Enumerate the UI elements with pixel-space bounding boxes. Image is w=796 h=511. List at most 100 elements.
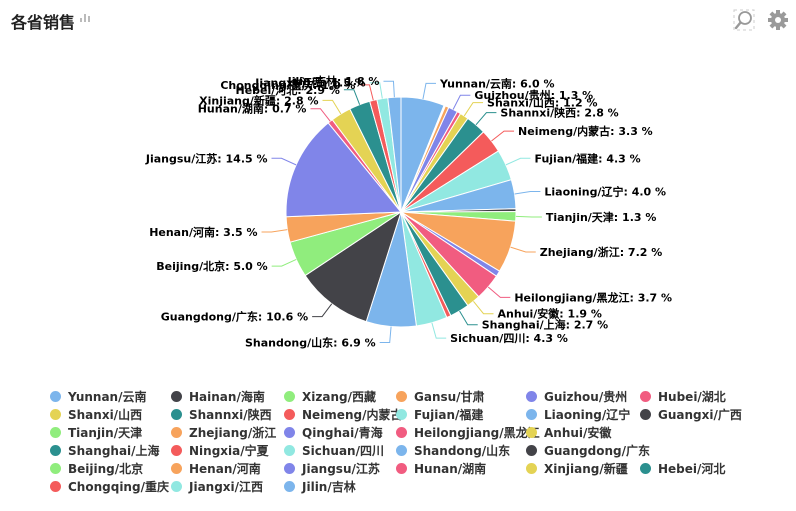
data-label-fujian: Fujian/福建: 4.3 %	[534, 151, 640, 165]
legend-marker	[50, 463, 61, 474]
label-connector-beijing	[271, 259, 297, 267]
label-connector-shanxi	[463, 102, 484, 117]
label-connector-shandong	[379, 326, 392, 344]
data-label-shandong: Shandong/山东: 6.9 %	[245, 336, 376, 350]
legend-marker	[396, 463, 407, 474]
legend-row: Shanghai/上海 Ningxia/宁夏 Sichuan/四川 Shandong/…	[50, 442, 790, 460]
data-label-jiangsu: Jiangsu/江苏: 14.5 %	[145, 151, 268, 165]
data-label-tianjin: Tianjin/天津: 1.3 %	[546, 210, 656, 224]
legend-label: Zhejiang/浙江	[189, 426, 277, 440]
legend-marker	[50, 409, 61, 420]
legend-label: Qinghai/青海	[302, 426, 383, 440]
legend-label: Guangdong/广东	[544, 444, 650, 458]
data-label-neimeng: Neimeng/内蒙古: 3.3 %	[518, 124, 653, 138]
data-label-shannxi: Shannxi/陕西: 2.8 %	[500, 106, 618, 120]
legend-label: Neimeng/内蒙古	[302, 408, 403, 422]
data-label-sichuan: Sichuan/四川: 4.3 %	[450, 332, 568, 345]
legend-marker	[284, 481, 295, 492]
label-connector-fujian	[505, 157, 531, 166]
data-label-shanxi: Shanxi/山西: 1.2 %	[487, 96, 597, 110]
label-connector-tianjin	[515, 215, 542, 218]
legend-marker	[50, 427, 61, 438]
legend-label: Shanxi/山西	[68, 408, 143, 422]
legend-label: Ningxia/宁夏	[189, 444, 269, 458]
data-label-jilin: Jilin/吉林: 1.8 %	[287, 74, 380, 88]
legend-label: Hubei/湖北	[658, 390, 726, 404]
data-label-shanghai: Shanghai/上海: 2.7 %	[482, 318, 609, 332]
legend-row: Shanxi/山西 Shannxi/陕西 Neimeng/内蒙古 Fujian/福建 L…	[50, 406, 790, 424]
legend-marker	[640, 391, 651, 402]
data-label-zhejiang: Zhejiang/浙江: 7.2 %	[540, 245, 663, 259]
label-connector-guizhou	[452, 94, 471, 110]
legend-marker	[284, 445, 295, 456]
legend-label: Yunnan/云南	[68, 390, 147, 404]
gear-icon[interactable]	[767, 9, 789, 31]
legend-marker	[50, 445, 61, 456]
legend-label: Hebei/河北	[658, 462, 726, 476]
label-connector-sichuan	[431, 322, 447, 339]
data-label-yunnan: Yunnan/云南: 6.0 %	[439, 76, 555, 90]
data-label-liaoning: Liaoning/辽宁: 4.0 %	[544, 185, 666, 199]
data-label-anhui: Anhui/安徽: 1.9 %	[498, 307, 602, 321]
label-connector-neimeng	[491, 130, 515, 142]
data-label-hunan: Hunan/湖南: 0.7 %	[198, 102, 307, 116]
legend-label: Chongqing/重庆	[68, 480, 169, 494]
label-connector-guangdong	[312, 303, 333, 318]
legend-label: Guizhou/贵州	[544, 390, 628, 404]
data-label-henan: Henan/河南: 3.5 %	[149, 225, 257, 239]
legend-label: Beijing/北京	[68, 462, 144, 476]
legend-label: Jilin/吉林	[302, 480, 356, 494]
legend-row: Yunnan/云南 Hainan/海南 Xizang/西藏 Gansu/甘肃 Guizh…	[50, 388, 790, 406]
legend-label: Gansu/甘肃	[414, 390, 485, 404]
pie-slice-guangdong[interactable]	[304, 210, 402, 323]
data-label-xinjiang: Xinjiang/新疆: 2.8 %	[199, 93, 318, 107]
data-label-jiangxi: Jiangxi/江西: 1.5 %	[254, 76, 365, 90]
legend-row: Chongqing/重庆 Jiangxi/江西 Jilin/吉林	[50, 478, 790, 496]
label-connector-shanghai	[459, 310, 478, 326]
legend-marker	[50, 481, 61, 492]
label-connector-henan	[261, 229, 288, 233]
legend-label: Xizang/西藏	[302, 390, 376, 404]
data-label-beijing: Beijing/北京: 5.0 %	[156, 259, 267, 273]
legend-label: Shanghai/上海	[68, 444, 160, 458]
label-connector-zhejiang	[510, 246, 536, 253]
legend-marker	[284, 427, 295, 438]
legend-marker	[171, 463, 182, 474]
legend-marker	[396, 445, 407, 456]
legend-marker	[171, 445, 182, 456]
label-connector-hebei	[343, 89, 361, 105]
legend-label: Hainan/海南	[189, 390, 265, 404]
legend-marker	[526, 463, 537, 474]
legend-marker	[396, 391, 407, 402]
label-connector-jiangxi	[369, 82, 383, 99]
data-label-heilongjiang: Heilongjiang/黑龙江: 3.7 %	[514, 290, 672, 304]
legend-marker	[396, 409, 407, 420]
legend-row: Beijing/北京 Henan/河南 Jiangsu/江苏 Hunan/湖南 Xinj…	[50, 460, 790, 478]
label-connector-yunnan	[422, 82, 436, 100]
legend-marker	[171, 391, 182, 402]
legend-label: Shandong/山东	[414, 444, 511, 458]
legend-marker	[640, 409, 651, 420]
label-connector-liaoning	[514, 191, 541, 195]
legend-marker	[526, 391, 537, 402]
legend-marker	[640, 463, 651, 474]
legend-marker	[171, 427, 182, 438]
legend-marker	[284, 391, 295, 402]
zoom-icon[interactable]	[733, 9, 755, 31]
label-connector-hunan	[310, 108, 331, 122]
legend-label: Xinjiang/新疆	[544, 462, 628, 476]
chart-header: 各省销售	[0, 0, 796, 40]
legend-label: Jiangxi/江西	[189, 480, 264, 494]
legend-label: Jiangsu/江苏	[302, 462, 380, 476]
legend-marker	[171, 409, 182, 420]
bar-chart-icon	[80, 14, 90, 22]
legend-marker	[284, 409, 295, 420]
label-connector-chongqing	[359, 84, 374, 101]
label-connector-anhui	[473, 301, 494, 315]
label-connector-jiangsu	[271, 157, 297, 166]
legend-label: Fujian/福建	[414, 408, 484, 422]
label-connector-xinjiang	[322, 99, 342, 115]
legend-marker	[50, 391, 61, 402]
legend-marker	[171, 481, 182, 492]
label-connector-shannxi	[475, 112, 497, 126]
